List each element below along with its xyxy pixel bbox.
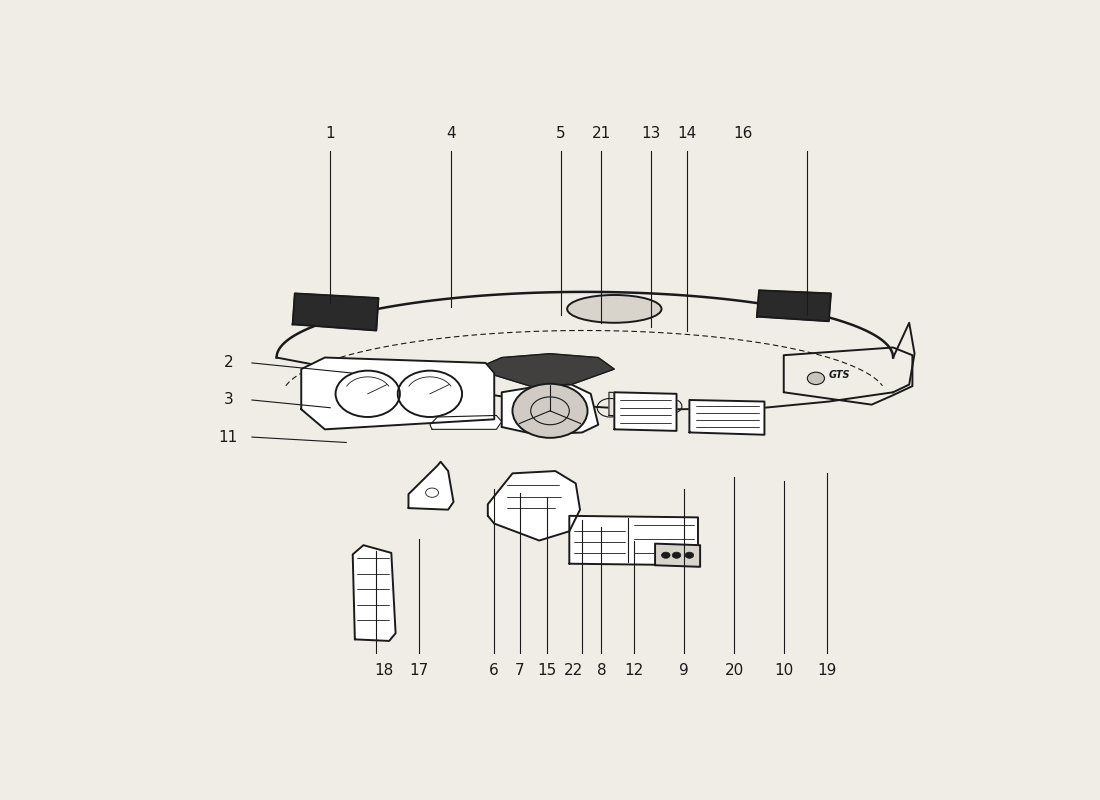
Polygon shape [430,415,502,430]
Text: 1: 1 [326,126,336,141]
Text: 13: 13 [641,126,660,141]
Text: 20: 20 [725,662,744,678]
Polygon shape [475,354,614,392]
Circle shape [807,372,825,385]
Circle shape [513,384,587,438]
Text: 8: 8 [596,662,606,678]
Polygon shape [408,462,453,510]
Polygon shape [502,385,598,434]
Circle shape [672,552,681,558]
Polygon shape [353,545,396,641]
Circle shape [661,552,670,558]
Polygon shape [487,471,580,541]
Text: 15: 15 [537,662,557,678]
Text: 12: 12 [624,662,644,678]
Text: 5: 5 [556,126,565,141]
Text: 10: 10 [774,662,793,678]
Text: 19: 19 [817,662,836,678]
Text: 6: 6 [490,662,499,678]
Ellipse shape [568,295,661,322]
Polygon shape [690,400,764,434]
Text: 16: 16 [734,126,752,141]
Text: 18: 18 [374,662,394,678]
Polygon shape [293,294,378,330]
Polygon shape [609,392,656,417]
Polygon shape [301,358,494,430]
Polygon shape [614,392,676,431]
Text: 3: 3 [223,393,233,407]
Circle shape [685,552,694,558]
Text: 17: 17 [409,662,429,678]
Text: 11: 11 [219,430,238,445]
Text: 7: 7 [515,662,525,678]
Polygon shape [570,516,698,566]
Polygon shape [757,290,830,322]
Text: 4: 4 [447,126,456,141]
Polygon shape [783,347,912,405]
Text: 21: 21 [592,126,612,141]
Polygon shape [656,544,700,566]
Text: 14: 14 [678,126,697,141]
Text: 2: 2 [223,355,233,370]
Text: 9: 9 [679,662,689,678]
Text: GTS: GTS [828,370,850,380]
Text: 22: 22 [564,662,583,678]
